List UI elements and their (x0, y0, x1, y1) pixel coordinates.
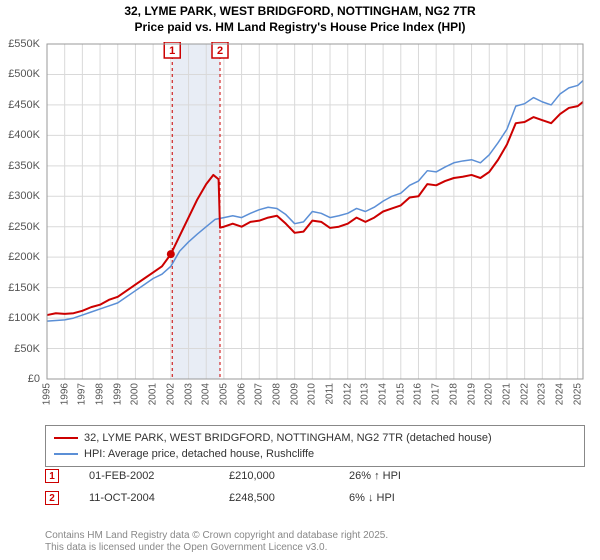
footer-line-1: Contains HM Land Registry data © Crown c… (45, 530, 388, 542)
y-tick-label: £100K (0, 312, 40, 324)
x-tick-label: 1996 (59, 383, 70, 405)
x-tick-label: 2024 (555, 383, 566, 405)
sale-pct-2: 6% ↓ HPI (349, 492, 469, 504)
x-tick-label: 2025 (572, 383, 583, 405)
legend: 32, LYME PARK, WEST BRIDGFORD, NOTTINGHA… (45, 425, 585, 467)
y-tick-label: £450K (0, 99, 40, 111)
x-tick-label: 2014 (378, 383, 389, 405)
x-tick-label: 1998 (95, 383, 106, 405)
title-line-1: 32, LYME PARK, WEST BRIDGFORD, NOTTINGHA… (0, 4, 600, 20)
x-tick-label: 2020 (484, 383, 495, 405)
sale-pct-1: 26% ↑ HPI (349, 470, 469, 482)
x-tick-label: 2010 (307, 383, 318, 405)
x-tick-label: 2011 (325, 383, 336, 405)
x-tick-label: 2007 (254, 383, 265, 405)
x-tick-label: 2008 (271, 383, 282, 405)
sale-row-1: 1 01-FEB-2002 £210,000 26% ↑ HPI (45, 465, 585, 487)
x-tick-label: 2000 (130, 383, 141, 405)
x-tick-label: 2019 (466, 383, 477, 405)
chart-plot-area: 12 (45, 42, 585, 407)
legend-label-property: 32, LYME PARK, WEST BRIDGFORD, NOTTINGHA… (84, 432, 492, 444)
svg-text:2: 2 (217, 45, 223, 57)
y-tick-label: £500K (0, 68, 40, 80)
x-tick-label: 2023 (537, 383, 548, 405)
legend-label-hpi: HPI: Average price, detached house, Rush… (84, 448, 314, 460)
sale-price-2: £248,500 (229, 492, 349, 504)
sale-price-1: £210,000 (229, 470, 349, 482)
x-tick-label: 2006 (236, 383, 247, 405)
chart-container: 32, LYME PARK, WEST BRIDGFORD, NOTTINGHA… (0, 0, 600, 560)
x-tick-label: 1997 (77, 383, 88, 405)
title-line-2: Price paid vs. HM Land Registry's House … (0, 20, 600, 36)
legend-row-property: 32, LYME PARK, WEST BRIDGFORD, NOTTINGHA… (54, 430, 576, 446)
y-tick-label: £250K (0, 221, 40, 233)
y-tick-label: £0 (0, 373, 40, 385)
sale-marker-2: 2 (45, 491, 59, 505)
y-tick-label: £400K (0, 129, 40, 141)
x-tick-label: 2022 (519, 383, 530, 405)
legend-swatch-property (54, 437, 78, 439)
y-tick-label: £50K (0, 343, 40, 355)
sale-date-2: 11-OCT-2004 (89, 492, 229, 504)
sale-row-2: 2 11-OCT-2004 £248,500 6% ↓ HPI (45, 487, 585, 509)
x-tick-label: 1999 (112, 383, 123, 405)
x-tick-label: 2004 (201, 383, 212, 405)
chart-svg: 12 (45, 42, 585, 407)
chart-title: 32, LYME PARK, WEST BRIDGFORD, NOTTINGHA… (0, 0, 600, 35)
sale-date-1: 01-FEB-2002 (89, 470, 229, 482)
footer-attribution: Contains HM Land Registry data © Crown c… (45, 530, 388, 554)
y-tick-label: £350K (0, 160, 40, 172)
y-tick-label: £300K (0, 190, 40, 202)
x-tick-label: 2021 (501, 383, 512, 405)
x-tick-label: 2016 (413, 383, 424, 405)
legend-row-hpi: HPI: Average price, detached house, Rush… (54, 446, 576, 462)
y-tick-label: £200K (0, 251, 40, 263)
x-tick-label: 2013 (360, 383, 371, 405)
x-tick-label: 2018 (448, 383, 459, 405)
x-tick-label: 1995 (42, 383, 53, 405)
x-tick-label: 2017 (431, 383, 442, 405)
x-tick-label: 2002 (165, 383, 176, 405)
y-tick-label: £150K (0, 282, 40, 294)
footer-line-2: This data is licensed under the Open Gov… (45, 542, 388, 554)
x-tick-label: 2005 (218, 383, 229, 405)
svg-text:1: 1 (169, 45, 175, 57)
y-tick-label: £550K (0, 38, 40, 50)
legend-swatch-hpi (54, 453, 78, 455)
sale-marker-1: 1 (45, 469, 59, 483)
x-tick-label: 2009 (289, 383, 300, 405)
x-tick-label: 2003 (183, 383, 194, 405)
sales-table: 1 01-FEB-2002 £210,000 26% ↑ HPI 2 11-OC… (45, 465, 585, 509)
x-tick-label: 2015 (395, 383, 406, 405)
x-tick-label: 2001 (148, 383, 159, 405)
x-tick-label: 2012 (342, 383, 353, 405)
